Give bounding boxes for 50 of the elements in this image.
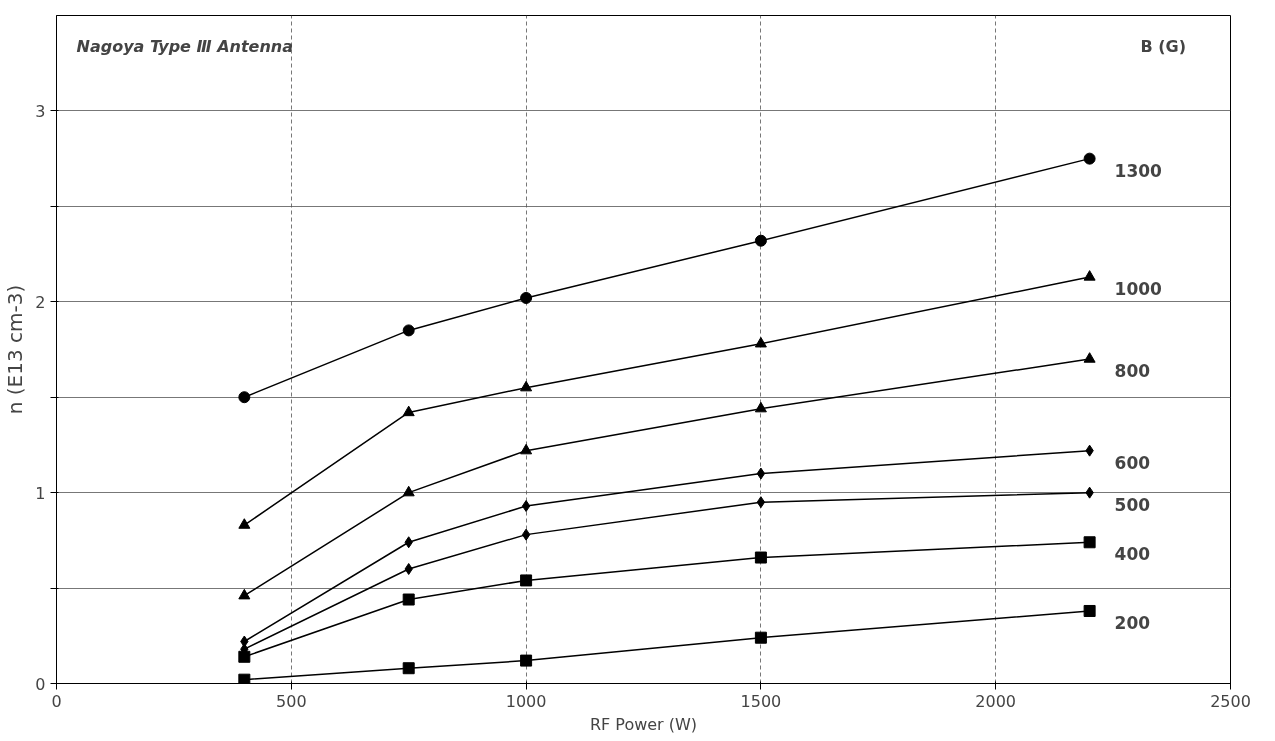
y-tick-label: 3 xyxy=(35,101,46,121)
point xyxy=(402,324,415,337)
point xyxy=(520,654,533,667)
point xyxy=(238,588,251,600)
point xyxy=(1083,536,1096,549)
y-tick-label: 2 xyxy=(35,292,46,312)
point xyxy=(402,593,415,606)
point xyxy=(402,405,415,417)
point xyxy=(1083,152,1096,165)
x-tick-label: 1000 xyxy=(505,691,547,711)
y-axis-title: n (E13 cm-3) xyxy=(3,284,28,415)
point xyxy=(238,650,251,663)
point xyxy=(1083,352,1096,363)
x-tick-label: 500 xyxy=(276,691,307,711)
point xyxy=(1083,270,1096,281)
x-tick-label: 2500 xyxy=(1210,691,1251,711)
point xyxy=(756,496,766,509)
series-label: 800 xyxy=(1114,361,1151,382)
series-label: 400 xyxy=(1114,544,1151,565)
point xyxy=(238,391,251,404)
point xyxy=(520,291,533,304)
point xyxy=(520,443,533,455)
point xyxy=(754,401,767,413)
point xyxy=(754,551,767,564)
point xyxy=(238,518,251,529)
point xyxy=(754,336,767,348)
x-tick-label: 0 xyxy=(51,691,62,711)
point xyxy=(520,574,533,587)
series-label: 1300 xyxy=(1114,160,1163,181)
point xyxy=(756,467,766,480)
point xyxy=(402,485,415,497)
point xyxy=(754,631,767,644)
series-label: 600 xyxy=(1114,452,1151,473)
series-label: 1000 xyxy=(1114,278,1163,299)
point xyxy=(520,380,533,392)
point xyxy=(754,234,767,247)
annotation: Nagoya Type Ⅲ Antenna xyxy=(76,36,294,56)
y-tick-label: 0 xyxy=(35,674,46,694)
x-tick-label: 1500 xyxy=(740,691,782,711)
series-label: 500 xyxy=(1114,494,1151,515)
y-tick-label: 1 xyxy=(35,483,46,503)
point xyxy=(1083,604,1096,617)
series-label: 200 xyxy=(1114,612,1151,633)
point xyxy=(238,673,251,684)
x-tick-label: 2000 xyxy=(975,691,1017,711)
point xyxy=(521,528,531,541)
point xyxy=(521,500,531,512)
point xyxy=(402,662,415,675)
x-axis-title: RF Power (W) xyxy=(589,714,698,734)
legend-title: B (G) xyxy=(1140,36,1187,56)
